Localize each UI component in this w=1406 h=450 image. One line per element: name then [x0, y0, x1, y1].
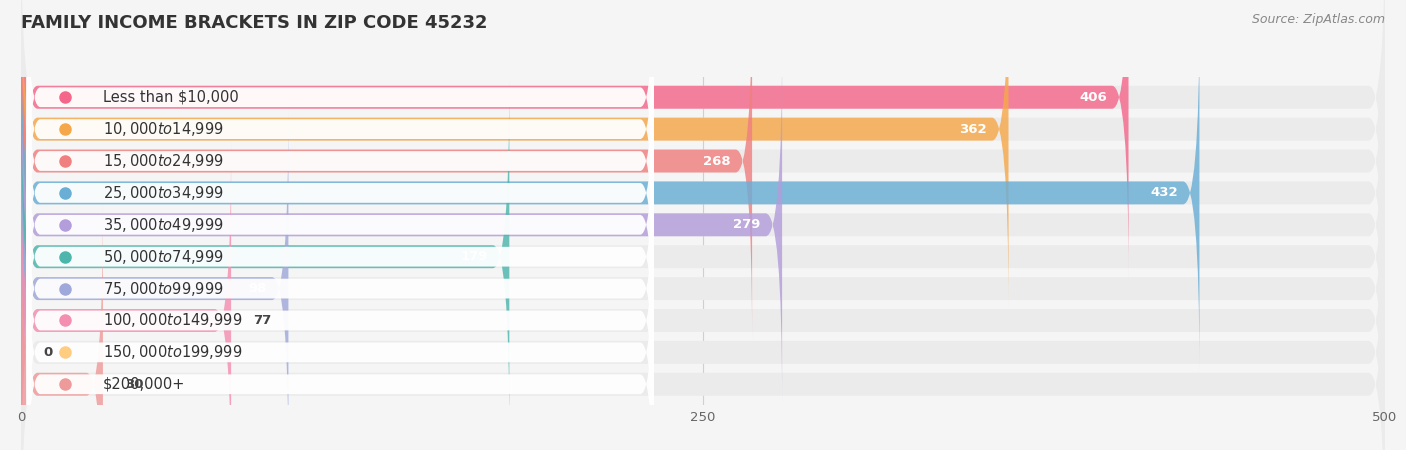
FancyBboxPatch shape — [21, 109, 288, 450]
FancyBboxPatch shape — [27, 235, 654, 450]
FancyBboxPatch shape — [27, 107, 654, 406]
FancyBboxPatch shape — [21, 0, 1129, 277]
Text: Less than $10,000: Less than $10,000 — [103, 90, 239, 105]
FancyBboxPatch shape — [21, 0, 1385, 309]
Text: $150,000 to $199,999: $150,000 to $199,999 — [103, 343, 242, 361]
Text: $35,000 to $49,999: $35,000 to $49,999 — [103, 216, 224, 234]
Text: $10,000 to $14,999: $10,000 to $14,999 — [103, 120, 224, 138]
Text: $100,000 to $149,999: $100,000 to $149,999 — [103, 311, 242, 329]
FancyBboxPatch shape — [27, 0, 654, 279]
Text: 179: 179 — [460, 250, 488, 263]
Text: 30: 30 — [125, 378, 143, 391]
FancyBboxPatch shape — [21, 77, 509, 436]
FancyBboxPatch shape — [21, 0, 1385, 341]
Text: $75,000 to $99,999: $75,000 to $99,999 — [103, 279, 224, 297]
Text: 0: 0 — [44, 346, 52, 359]
Text: 432: 432 — [1150, 186, 1178, 199]
FancyBboxPatch shape — [21, 140, 231, 450]
FancyBboxPatch shape — [27, 11, 654, 310]
FancyBboxPatch shape — [27, 43, 654, 342]
FancyBboxPatch shape — [21, 0, 1008, 309]
Text: 98: 98 — [249, 282, 267, 295]
Text: 268: 268 — [703, 154, 730, 167]
FancyBboxPatch shape — [21, 109, 1385, 450]
FancyBboxPatch shape — [21, 204, 103, 450]
Text: 406: 406 — [1078, 91, 1107, 104]
Text: Source: ZipAtlas.com: Source: ZipAtlas.com — [1251, 14, 1385, 27]
FancyBboxPatch shape — [21, 13, 1199, 373]
FancyBboxPatch shape — [21, 77, 1385, 436]
FancyBboxPatch shape — [21, 13, 1385, 373]
FancyBboxPatch shape — [21, 45, 1385, 405]
FancyBboxPatch shape — [27, 139, 654, 438]
FancyBboxPatch shape — [21, 204, 1385, 450]
FancyBboxPatch shape — [21, 0, 752, 341]
FancyBboxPatch shape — [21, 172, 1385, 450]
FancyBboxPatch shape — [27, 203, 654, 450]
FancyBboxPatch shape — [27, 0, 654, 247]
Text: $15,000 to $24,999: $15,000 to $24,999 — [103, 152, 224, 170]
Text: $200,000+: $200,000+ — [103, 377, 186, 392]
Text: 279: 279 — [733, 218, 761, 231]
FancyBboxPatch shape — [21, 45, 782, 405]
FancyBboxPatch shape — [27, 171, 654, 450]
Text: $25,000 to $34,999: $25,000 to $34,999 — [103, 184, 224, 202]
FancyBboxPatch shape — [27, 75, 654, 374]
FancyBboxPatch shape — [21, 140, 1385, 450]
Text: 77: 77 — [253, 314, 271, 327]
Text: FAMILY INCOME BRACKETS IN ZIP CODE 45232: FAMILY INCOME BRACKETS IN ZIP CODE 45232 — [21, 14, 488, 32]
Text: 362: 362 — [959, 122, 987, 135]
FancyBboxPatch shape — [21, 0, 1385, 277]
Text: $50,000 to $74,999: $50,000 to $74,999 — [103, 248, 224, 266]
